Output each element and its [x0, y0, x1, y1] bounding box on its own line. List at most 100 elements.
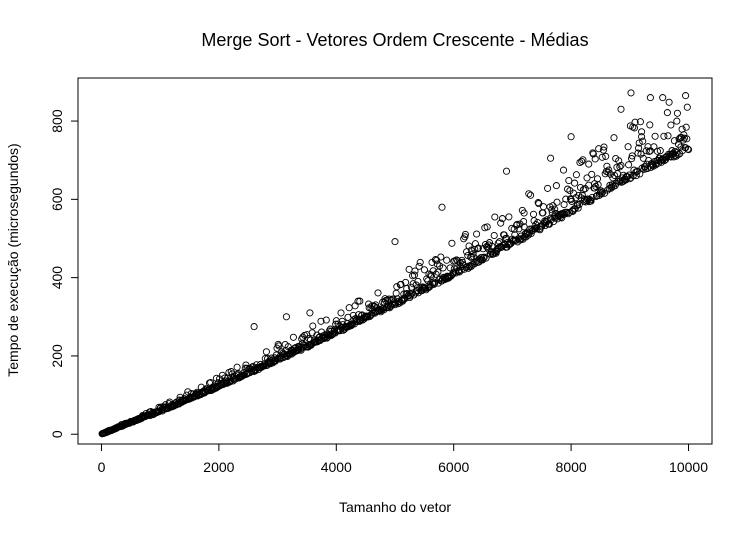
data-point: [572, 171, 580, 179]
data-point: [539, 203, 548, 211]
data-point: [391, 238, 399, 246]
data-point: [547, 154, 555, 162]
data-point: [490, 231, 498, 240]
data-point: [567, 133, 575, 141]
data-point: [405, 265, 413, 273]
data-point: [548, 209, 556, 217]
data-point: [414, 277, 422, 285]
data-point: [156, 407, 164, 415]
x-tick-label: 8000: [556, 459, 587, 475]
data-point: [407, 290, 415, 298]
data-point: [628, 155, 636, 163]
data-point: [670, 137, 678, 145]
data-point: [437, 253, 445, 261]
data-point: [337, 309, 345, 317]
data-point: [609, 174, 617, 182]
data-point: [673, 109, 681, 117]
data-point: [599, 188, 607, 196]
data-point: [289, 333, 297, 341]
data-point: [565, 176, 573, 185]
data-point: [353, 318, 361, 326]
data-point: [416, 258, 424, 266]
data-point: [426, 281, 434, 289]
data-point: [684, 146, 693, 154]
data-point: [552, 182, 560, 190]
data-point: [606, 170, 614, 178]
data-point: [656, 147, 664, 155]
data-point: [410, 271, 418, 279]
data-point: [630, 124, 639, 132]
data-point: [469, 250, 477, 258]
data-point: [433, 260, 441, 268]
x-tick-label: 10000: [669, 459, 708, 475]
data-point: [430, 280, 438, 289]
data-point: [594, 181, 602, 189]
data-point: [571, 179, 579, 187]
data-point: [591, 180, 599, 188]
data-point: [474, 244, 482, 252]
data-point: [617, 105, 625, 113]
data-point: [233, 363, 241, 371]
data-point: [485, 239, 494, 247]
plot-frame: [77, 77, 713, 445]
data-point: [659, 94, 667, 102]
data-point: [303, 343, 312, 351]
data-point: [415, 262, 423, 270]
data-point: [551, 205, 559, 213]
data-points: [98, 89, 693, 438]
data-point: [663, 109, 671, 117]
data-point: [638, 133, 646, 141]
data-point: [665, 98, 673, 106]
data-point: [605, 166, 613, 174]
data-point: [309, 322, 317, 330]
data-point: [529, 210, 538, 218]
data-point: [438, 203, 446, 211]
data-point: [653, 147, 661, 155]
data-point: [591, 155, 599, 163]
data-point: [646, 121, 654, 129]
data-point: [498, 215, 506, 223]
data-point: [588, 170, 596, 178]
data-point: [650, 143, 658, 151]
data-point: [585, 160, 593, 168]
data-point: [643, 164, 651, 173]
data-point: [598, 153, 606, 161]
data-point: [642, 147, 650, 155]
data-point: [502, 167, 511, 175]
data-point: [568, 197, 576, 205]
data-point: [421, 284, 429, 292]
y-axis-label: Tempo de execução (microsegundos): [5, 143, 21, 376]
data-point: [461, 230, 469, 238]
data-point: [667, 121, 675, 129]
data-point: [439, 264, 447, 272]
data-point: [520, 217, 528, 226]
data-point: [317, 317, 325, 325]
data-point: [480, 254, 488, 262]
data-point: [610, 134, 618, 142]
data-point: [579, 186, 587, 194]
data-point: [646, 94, 654, 102]
data-point: [608, 181, 616, 189]
data-point: [356, 297, 364, 305]
data-point: [566, 187, 574, 195]
data-point: [562, 195, 570, 203]
data-point: [513, 220, 521, 228]
x-axis: 0 2000 4000 6000 8000 10000: [98, 443, 708, 475]
data-point: [420, 266, 428, 274]
y-tick-label: 400: [49, 266, 65, 290]
data-point: [664, 132, 672, 140]
data-point: [522, 233, 530, 241]
data-point: [682, 92, 690, 100]
data-point: [544, 184, 552, 192]
data-point: [403, 284, 411, 293]
data-point: [393, 283, 401, 291]
data-point: [273, 344, 281, 352]
data-point: [367, 311, 376, 319]
data-point: [628, 152, 636, 160]
data-point: [549, 202, 557, 210]
data-point: [322, 316, 330, 324]
data-point: [411, 267, 419, 275]
data-point: [625, 161, 633, 169]
data-point: [599, 146, 607, 154]
